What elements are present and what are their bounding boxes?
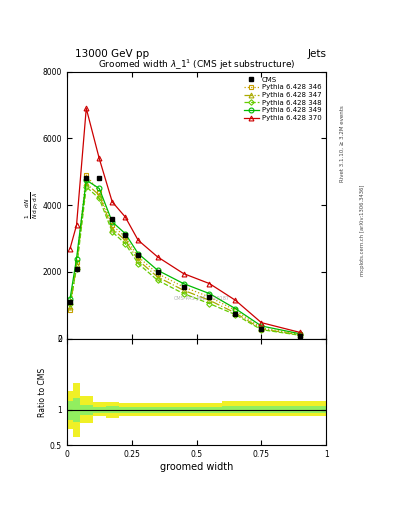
CMS — [74, 266, 79, 272]
Text: CMS-PAS-JME-1920187: CMS-PAS-JME-1920187 — [174, 296, 230, 301]
Pythia 6.428 347 — [123, 237, 128, 243]
Pythia 6.428 347 — [155, 274, 160, 280]
Pythia 6.428 349 — [110, 219, 115, 225]
Pythia 6.428 348 — [84, 184, 89, 190]
Pythia 6.428 349 — [123, 230, 128, 237]
Pythia 6.428 349 — [97, 185, 101, 191]
Pythia 6.428 346 — [136, 254, 141, 260]
Line: CMS: CMS — [68, 176, 303, 338]
Pythia 6.428 349 — [74, 255, 79, 262]
CMS — [110, 216, 115, 222]
CMS — [259, 326, 264, 332]
Pythia 6.428 347 — [298, 332, 303, 338]
Pythia 6.428 347 — [181, 287, 186, 293]
Pythia 6.428 349 — [155, 267, 160, 273]
Pythia 6.428 348 — [181, 290, 186, 296]
Pythia 6.428 370 — [181, 270, 186, 276]
Title: Groomed width $\lambda\_1^1$ (CMS jet substructure): Groomed width $\lambda\_1^1$ (CMS jet su… — [98, 57, 295, 72]
Pythia 6.428 346 — [123, 234, 128, 240]
Pythia 6.428 346 — [74, 259, 79, 265]
Pythia 6.428 347 — [97, 192, 101, 198]
Pythia 6.428 347 — [68, 304, 72, 310]
Pythia 6.428 348 — [123, 241, 128, 247]
Pythia 6.428 370 — [259, 319, 264, 326]
Pythia 6.428 348 — [207, 301, 212, 307]
Line: Pythia 6.428 349: Pythia 6.428 349 — [68, 178, 303, 336]
Pythia 6.428 346 — [233, 307, 238, 313]
Pythia 6.428 348 — [298, 332, 303, 338]
Line: Pythia 6.428 347: Pythia 6.428 347 — [68, 181, 303, 337]
Pythia 6.428 346 — [84, 172, 89, 178]
Pythia 6.428 370 — [136, 237, 141, 243]
Pythia 6.428 347 — [74, 262, 79, 268]
CMS — [68, 299, 72, 305]
Pythia 6.428 348 — [97, 196, 101, 202]
Pythia 6.428 346 — [97, 189, 101, 195]
Pythia 6.428 347 — [207, 297, 212, 303]
Pythia 6.428 346 — [259, 325, 264, 331]
Pythia 6.428 349 — [136, 250, 141, 257]
Text: Rivet 3.1.10, ≥ 3.2M events: Rivet 3.1.10, ≥ 3.2M events — [340, 105, 345, 182]
Pythia 6.428 370 — [68, 245, 72, 251]
Pythia 6.428 348 — [110, 229, 115, 235]
Pythia 6.428 348 — [233, 311, 238, 317]
Pythia 6.428 370 — [233, 297, 238, 303]
Legend: CMS, Pythia 6.428 346, Pythia 6.428 347, Pythia 6.428 348, Pythia 6.428 349, Pyt: CMS, Pythia 6.428 346, Pythia 6.428 347,… — [242, 75, 323, 122]
Pythia 6.428 347 — [136, 257, 141, 263]
CMS — [123, 232, 128, 238]
CMS — [97, 176, 101, 182]
Text: 13000 GeV pp: 13000 GeV pp — [75, 49, 149, 59]
CMS — [181, 284, 186, 290]
Pythia 6.428 349 — [259, 323, 264, 329]
Line: Pythia 6.428 346: Pythia 6.428 346 — [68, 173, 303, 337]
Text: mcplots.cern.ch [arXiv:1306.3436]: mcplots.cern.ch [arXiv:1306.3436] — [360, 185, 365, 276]
Pythia 6.428 370 — [110, 199, 115, 205]
Pythia 6.428 347 — [110, 225, 115, 231]
Pythia 6.428 346 — [181, 284, 186, 290]
Pythia 6.428 370 — [207, 281, 212, 287]
Pythia 6.428 370 — [74, 222, 79, 228]
Pythia 6.428 347 — [259, 326, 264, 332]
Pythia 6.428 346 — [110, 222, 115, 228]
Pythia 6.428 346 — [298, 331, 303, 337]
Pythia 6.428 348 — [74, 266, 79, 272]
Pythia 6.428 349 — [68, 295, 72, 302]
Pythia 6.428 346 — [207, 294, 212, 300]
Pythia 6.428 349 — [84, 177, 89, 183]
Pythia 6.428 346 — [68, 307, 72, 313]
Line: Pythia 6.428 370: Pythia 6.428 370 — [68, 106, 303, 335]
Pythia 6.428 348 — [68, 301, 72, 307]
Pythia 6.428 346 — [155, 270, 160, 276]
Pythia 6.428 347 — [233, 310, 238, 316]
Y-axis label: $\frac{1}{N}\frac{\mathrm{d}N}{\mathrm{d}\,p_T\,\mathrm{d}\,\lambda}$: $\frac{1}{N}\frac{\mathrm{d}N}{\mathrm{d… — [24, 191, 41, 219]
Pythia 6.428 370 — [97, 155, 101, 161]
CMS — [233, 311, 238, 317]
Pythia 6.428 349 — [233, 306, 238, 312]
Pythia 6.428 348 — [259, 327, 264, 333]
Y-axis label: Ratio to CMS: Ratio to CMS — [38, 368, 47, 417]
X-axis label: groomed width: groomed width — [160, 462, 233, 472]
Line: Pythia 6.428 348: Pythia 6.428 348 — [68, 185, 302, 337]
Pythia 6.428 349 — [298, 331, 303, 337]
CMS — [298, 333, 303, 339]
CMS — [207, 294, 212, 300]
Pythia 6.428 348 — [155, 277, 160, 283]
Pythia 6.428 349 — [207, 290, 212, 296]
CMS — [155, 269, 160, 275]
Pythia 6.428 370 — [123, 214, 128, 220]
Pythia 6.428 370 — [155, 254, 160, 260]
Pythia 6.428 349 — [181, 281, 186, 287]
Pythia 6.428 370 — [298, 329, 303, 335]
CMS — [84, 176, 89, 182]
Pythia 6.428 348 — [136, 261, 141, 267]
Pythia 6.428 370 — [84, 105, 89, 112]
Pythia 6.428 347 — [84, 180, 89, 186]
Text: Jets: Jets — [307, 49, 326, 59]
CMS — [136, 252, 141, 258]
